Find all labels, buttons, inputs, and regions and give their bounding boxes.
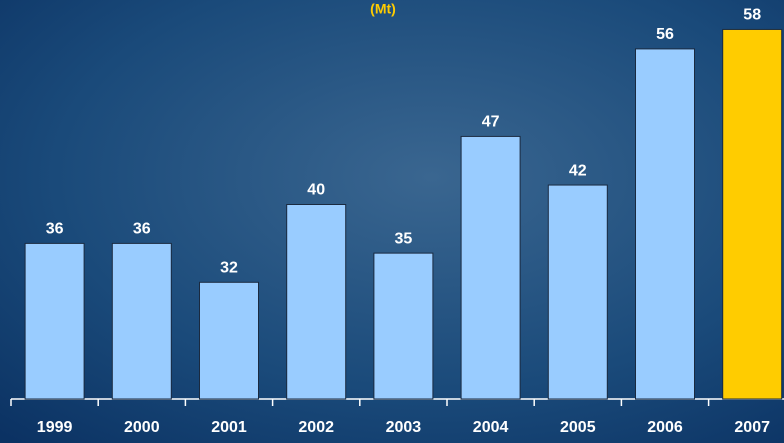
- bar: [286, 204, 347, 400]
- x-tick-label: 2007: [734, 419, 770, 436]
- bar: [635, 48, 695, 400]
- value-label: 56: [656, 26, 674, 43]
- value-label: 40: [307, 182, 325, 199]
- bar: [460, 135, 521, 400]
- x-tick-label: 2005: [560, 419, 596, 436]
- x-tick-label: 2000: [124, 419, 160, 436]
- x-tick-label: 2003: [386, 419, 422, 436]
- value-label: 35: [395, 230, 413, 247]
- x-tick-label: 2004: [473, 419, 509, 436]
- x-tick-label: 1999: [37, 419, 73, 436]
- chart-subtitle: (Mt): [370, 1, 396, 17]
- x-tick-label: 2002: [298, 419, 334, 436]
- bar: [547, 184, 608, 400]
- x-tick-label: 2001: [211, 419, 247, 436]
- bar: [24, 242, 85, 400]
- bar: [373, 252, 434, 400]
- value-label: 36: [133, 221, 151, 238]
- value-label: 36: [46, 221, 64, 238]
- x-tick-label: 2006: [647, 419, 683, 436]
- bar: [111, 242, 172, 400]
- bar: [199, 281, 259, 400]
- value-label: 32: [220, 260, 238, 277]
- value-label: 42: [569, 162, 587, 179]
- bar: [722, 28, 783, 400]
- value-label: 58: [743, 7, 761, 24]
- value-label: 47: [482, 114, 500, 131]
